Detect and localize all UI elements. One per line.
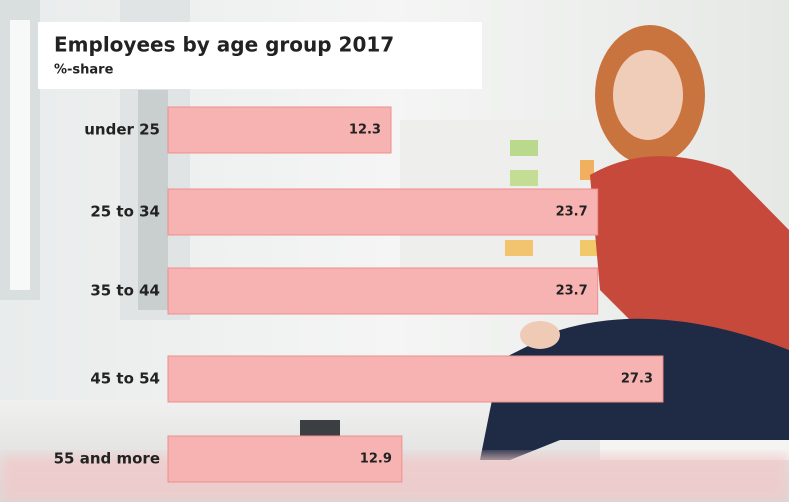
y-tick-label: 45 to 54	[90, 370, 160, 388]
value-label: 12.3	[349, 123, 381, 138]
value-label: 23.7	[556, 205, 588, 220]
bar	[168, 268, 598, 314]
value-label: 27.3	[621, 372, 653, 387]
background-photo	[0, 0, 789, 502]
value-label: 23.7	[556, 284, 588, 299]
value-label: 12.9	[360, 452, 392, 467]
chart: Employees by age group 2017 %-share unde…	[0, 0, 789, 502]
chart-title: Employees by age group 2017	[54, 33, 394, 57]
y-tick-label: 35 to 44	[90, 282, 160, 300]
y-tick-label: 55 and more	[54, 450, 160, 468]
chart-subtitle: %-share	[54, 63, 114, 78]
page: Employees by age group 2017 %-share unde…	[0, 0, 789, 502]
y-tick-label: 25 to 34	[90, 203, 160, 221]
y-tick-label: under 25	[84, 121, 160, 139]
bar	[168, 189, 598, 235]
bar	[168, 356, 663, 402]
